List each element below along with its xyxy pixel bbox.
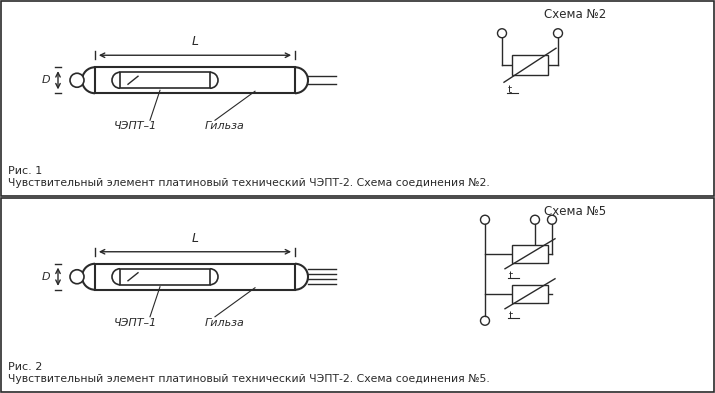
Bar <box>512 245 548 263</box>
Bar <box>95 264 295 290</box>
Text: Гильза: Гильза <box>205 121 245 131</box>
Ellipse shape <box>70 73 84 87</box>
Text: Рис. 1: Рис. 1 <box>8 165 42 176</box>
Circle shape <box>480 316 490 325</box>
Text: Схема №5: Схема №5 <box>544 205 606 218</box>
Circle shape <box>548 215 556 224</box>
Bar <box>120 72 210 88</box>
Wedge shape <box>112 269 120 285</box>
Text: Чувствительный элемент платиновый технический ЧЭПТ-2. Схема соединения №5.: Чувствительный элемент платиновый технич… <box>8 374 490 384</box>
Wedge shape <box>210 269 218 285</box>
Text: ЧЭПТ–1: ЧЭПТ–1 <box>114 121 157 131</box>
Text: t: t <box>508 85 512 95</box>
Ellipse shape <box>70 270 84 284</box>
Text: D: D <box>41 75 50 85</box>
Wedge shape <box>82 67 95 93</box>
Circle shape <box>498 29 506 38</box>
Wedge shape <box>82 264 95 290</box>
Circle shape <box>553 29 563 38</box>
Text: Гильза: Гильза <box>205 318 245 328</box>
Text: t: t <box>509 311 513 321</box>
Circle shape <box>531 215 540 224</box>
Text: ЧЭПТ–1: ЧЭПТ–1 <box>114 318 157 328</box>
Circle shape <box>480 215 490 224</box>
Text: Чувствительный элемент платиновый технический ЧЭПТ-2. Схема соединения №2.: Чувствительный элемент платиновый технич… <box>8 178 490 187</box>
Bar <box>120 269 210 285</box>
Text: t: t <box>509 271 513 281</box>
Bar <box>512 55 548 75</box>
Text: D: D <box>41 272 50 282</box>
Bar <box>512 285 548 303</box>
Wedge shape <box>295 67 308 93</box>
Wedge shape <box>210 72 218 88</box>
Bar <box>95 67 295 93</box>
Wedge shape <box>112 72 120 88</box>
Text: Рис. 2: Рис. 2 <box>8 362 42 372</box>
Text: L: L <box>192 232 199 245</box>
Text: Схема №2: Схема №2 <box>544 9 606 22</box>
Text: L: L <box>192 35 199 48</box>
Wedge shape <box>295 264 308 290</box>
